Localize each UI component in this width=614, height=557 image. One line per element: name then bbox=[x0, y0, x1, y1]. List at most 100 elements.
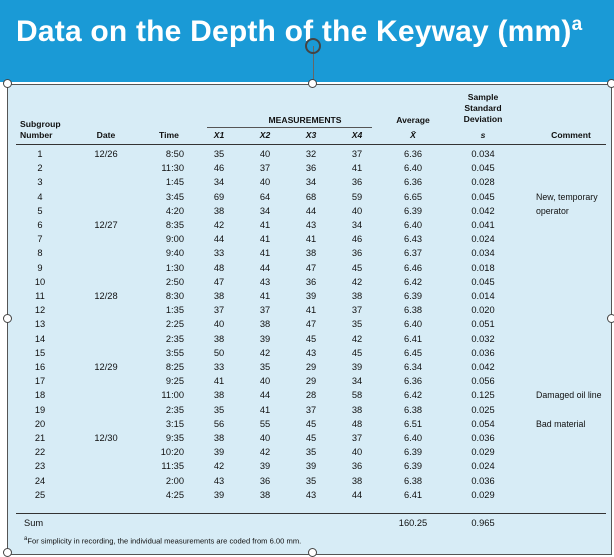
table-cell-x2: 42 bbox=[259, 447, 271, 458]
table-cell-avg: 6.40 bbox=[403, 319, 423, 330]
table-cell-n: 5 bbox=[37, 205, 43, 216]
table-cell-s: 0.029 bbox=[471, 447, 495, 458]
table-cell-x3: 39 bbox=[305, 461, 317, 472]
table-cell-avg: 6.36 bbox=[403, 177, 423, 188]
resize-handle-top-left[interactable] bbox=[3, 79, 12, 88]
table-cell-time: 11:35 bbox=[161, 461, 184, 472]
table-cell-x2: 40 bbox=[259, 177, 271, 188]
table-cell-time: 8:30 bbox=[165, 291, 184, 301]
table-cell-x4: 58 bbox=[351, 390, 363, 401]
header-sd-1: Sample bbox=[467, 92, 499, 102]
table-cell-avg: 6.51 bbox=[403, 418, 423, 429]
table-cell-x1: 38 bbox=[213, 333, 225, 344]
table-cell-s: 0.056 bbox=[471, 376, 495, 387]
table-cell-x2: 34 bbox=[259, 205, 271, 216]
table-cell-x1: 43 bbox=[213, 475, 225, 486]
table-cell-x4: 38 bbox=[351, 404, 363, 415]
table-cell-x1: 35 bbox=[213, 404, 225, 415]
table-cell-x3: 45 bbox=[305, 333, 317, 344]
sum-average: 160.25 bbox=[398, 518, 428, 528]
table-cell-x1: 38 bbox=[213, 390, 225, 401]
table-cell-time: 8:35 bbox=[165, 220, 184, 230]
header-x3: X3 bbox=[305, 130, 317, 140]
resize-handle-top-center[interactable] bbox=[308, 79, 317, 88]
table-cell-comment: operator bbox=[536, 205, 569, 216]
table-cell-x1: 48 bbox=[213, 262, 225, 273]
table-cell-x1: 39 bbox=[213, 489, 225, 500]
table-cell-x4: 42 bbox=[351, 276, 363, 287]
table-cell-n: 9 bbox=[37, 262, 43, 273]
table-cell-n: 10 bbox=[34, 276, 46, 287]
table-cell-x4: 36 bbox=[351, 248, 363, 259]
header-subgroup-2: Number bbox=[20, 130, 53, 140]
table-cell-date: 12/28 bbox=[94, 291, 118, 301]
table-cell-x2: 36 bbox=[259, 475, 271, 486]
table-cell-n: 21 bbox=[34, 433, 46, 443]
table-cell-comment: New, temporary bbox=[536, 191, 598, 202]
table-cell-x4: 48 bbox=[351, 418, 363, 429]
table-cell-n: 13 bbox=[34, 319, 46, 330]
table-cell-n: 3 bbox=[37, 177, 43, 188]
table-cell-comment: Damaged oil line bbox=[536, 390, 602, 401]
table-cell-time: 9:25 bbox=[165, 376, 184, 387]
data-table-panel bbox=[8, 84, 612, 554]
table-cell-avg: 6.46 bbox=[403, 262, 423, 273]
table-cell-x3: 43 bbox=[305, 489, 317, 500]
table-cell-avg: 6.36 bbox=[403, 376, 423, 387]
table-cell-x2: 64 bbox=[259, 191, 271, 202]
table-cell-n: 23 bbox=[34, 461, 46, 472]
table-cell-x3: 32 bbox=[305, 149, 317, 159]
rotate-handle-icon[interactable] bbox=[305, 38, 321, 54]
table-cell-x2: 42 bbox=[259, 347, 271, 358]
table-cell-n: 20 bbox=[34, 418, 46, 429]
table-cell-avg: 6.38 bbox=[403, 305, 423, 316]
table-cell-x3: 29 bbox=[305, 376, 317, 387]
table-cell-x4: 37 bbox=[351, 433, 363, 443]
resize-handle-middle-right[interactable] bbox=[607, 314, 614, 323]
table-cell-n: 17 bbox=[34, 376, 46, 387]
table-cell-x4: 37 bbox=[351, 149, 363, 159]
table-cell-x4: 36 bbox=[351, 461, 363, 472]
table-cell-n: 1 bbox=[37, 149, 43, 159]
table-cell-n: 25 bbox=[34, 489, 46, 500]
table-cell-s: 0.014 bbox=[471, 291, 495, 301]
table-cell-x3: 29 bbox=[305, 362, 317, 372]
table-cell-x3: 68 bbox=[305, 191, 317, 202]
table-cell-x2: 41 bbox=[259, 220, 271, 230]
resize-handle-bottom-left[interactable] bbox=[3, 548, 12, 557]
table-cell-avg: 6.34 bbox=[403, 362, 423, 372]
table-cell-x3: 47 bbox=[305, 319, 317, 330]
table-cell-s: 0.045 bbox=[471, 276, 495, 287]
table-cell-x2: 44 bbox=[259, 262, 271, 273]
table-cell-x1: 33 bbox=[213, 248, 225, 259]
table-cell-x1: 39 bbox=[213, 447, 225, 458]
header-date: Date bbox=[96, 130, 116, 140]
table-cell-date: 12/27 bbox=[94, 220, 118, 230]
table-cell-x4: 45 bbox=[351, 347, 363, 358]
table-cell-time: 10:20 bbox=[160, 447, 184, 458]
header-time: Time bbox=[159, 130, 179, 140]
table-cell-avg: 6.38 bbox=[403, 404, 423, 415]
table-cell-s: 0.051 bbox=[471, 319, 495, 330]
sum-label: Sum bbox=[24, 518, 44, 528]
header-comment: Comment bbox=[551, 130, 591, 140]
table-cell-time: 4:20 bbox=[165, 205, 184, 216]
table-cell-x2: 37 bbox=[259, 163, 271, 174]
table-cell-x4: 44 bbox=[351, 489, 363, 500]
resize-handle-bottom-center[interactable] bbox=[308, 548, 317, 557]
table-cell-avg: 6.42 bbox=[403, 276, 423, 287]
table-cell-x3: 39 bbox=[305, 291, 317, 301]
table-cell-avg: 6.41 bbox=[403, 489, 423, 500]
table-cell-x4: 40 bbox=[351, 205, 363, 216]
table-cell-x2: 41 bbox=[259, 291, 271, 301]
table-cell-s: 0.036 bbox=[471, 433, 495, 443]
table-cell-n: 12 bbox=[34, 305, 46, 316]
header-average-symbol: X̄ bbox=[410, 130, 416, 140]
resize-handle-top-right[interactable] bbox=[607, 79, 614, 88]
header-x4: X4 bbox=[351, 130, 363, 140]
table-cell-x1: 38 bbox=[213, 433, 225, 443]
table-cell-s: 0.034 bbox=[471, 149, 495, 159]
table-cell-s: 0.054 bbox=[471, 418, 495, 429]
table-cell-x3: 35 bbox=[305, 475, 317, 486]
resize-handle-middle-left[interactable] bbox=[3, 314, 12, 323]
